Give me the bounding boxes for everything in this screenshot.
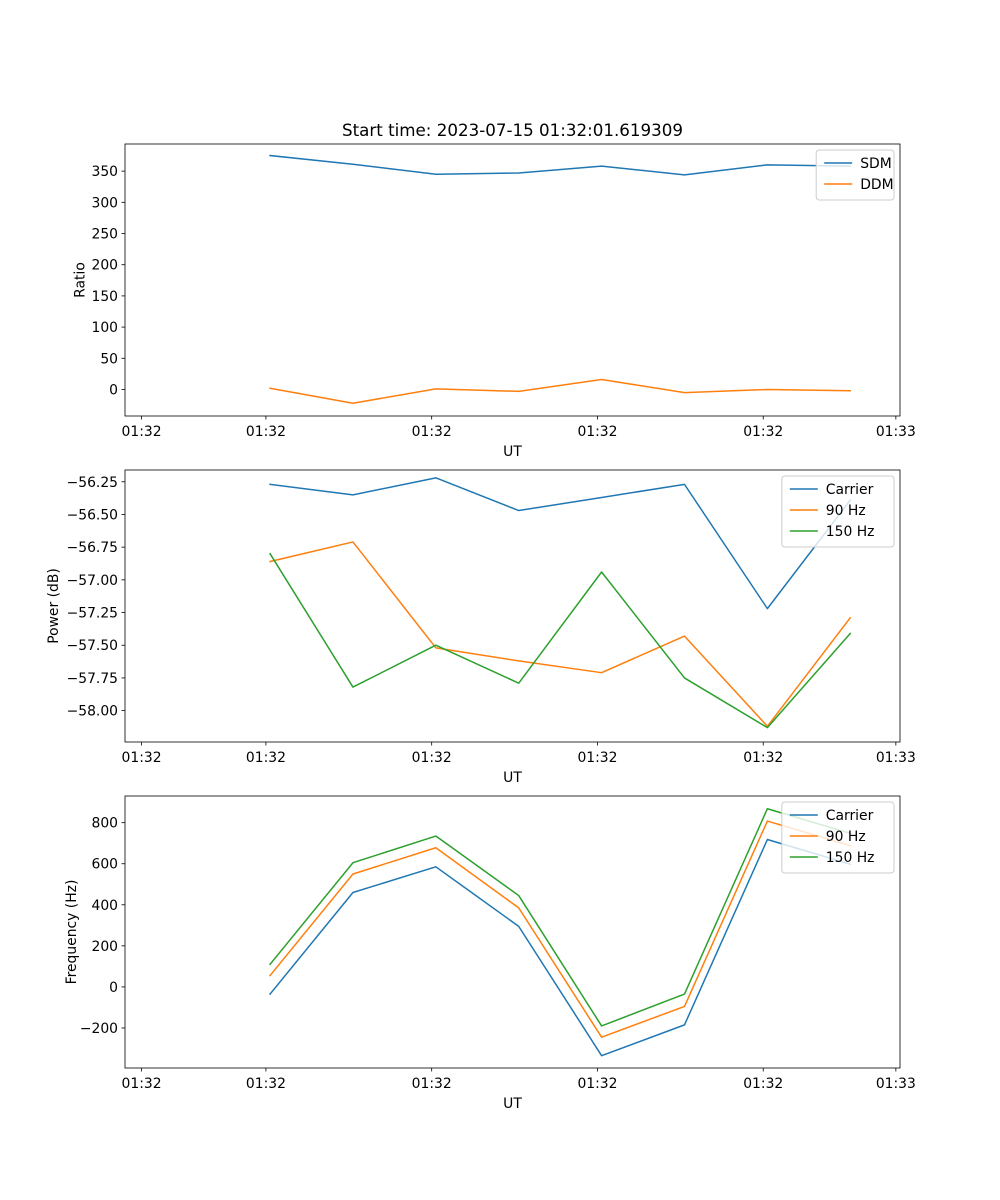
frequency-xtick-label: 01:32 — [122, 1076, 162, 1092]
ratio-xtick-label: 01:32 — [246, 424, 286, 440]
power-xtick-label: 01:33 — [876, 750, 916, 766]
frequency-legend: Carrier 90 Hz 150 Hz — [781, 801, 895, 874]
frequency-ytick-label: 0 — [109, 980, 118, 996]
power-axes-frame — [124, 469, 901, 743]
frequency-series-90-hz-line — [268, 820, 852, 1038]
power-series-90-hz-line — [269, 541, 852, 728]
ratio-legend-label-sdm: SDM — [860, 156, 892, 172]
frequency-xtick-label: 01:32 — [743, 1076, 783, 1092]
power-ytick-label: −57.50 — [67, 638, 118, 654]
power-ytick-label: −56.50 — [67, 507, 118, 523]
frequency-xtick-label: 01:32 — [412, 1076, 452, 1092]
frequency-series-carrier-line — [268, 838, 852, 1057]
ratio-xaxis-label: UT — [503, 444, 522, 460]
power-series-carrier-line — [269, 477, 852, 610]
figure-title: Start time: 2023-07-15 01:32:01.619309 — [342, 120, 683, 140]
power-xtick-label: 01:32 — [246, 750, 286, 766]
power-ytick-label: −57.25 — [67, 606, 118, 622]
ratio-panel: 0 50 100 150 200 250 300 350 01:32 01:32 01:32 01:3… — [73, 143, 916, 460]
power-xtick-label: 01:32 — [743, 750, 783, 766]
ratio-ytick-label: 0 — [109, 382, 118, 398]
frequency-xaxis-label: UT — [503, 1096, 522, 1112]
power-legend-label-150-hz: 150 Hz — [826, 524, 875, 540]
power-xtick-label: 01:32 — [412, 750, 452, 766]
frequency-legend-label-carrier: Carrier — [826, 808, 874, 824]
ratio-ytick-label: 150 — [91, 289, 118, 305]
frequency-ytick-label: 200 — [91, 939, 118, 955]
ratio-ytick-label: 250 — [91, 227, 118, 243]
ratio-axes-frame — [124, 143, 901, 417]
ratio-xtick-label: 01:32 — [577, 424, 617, 440]
power-ytick-label: −57.00 — [67, 573, 118, 589]
frequency-xtick-label: 01:33 — [876, 1076, 916, 1092]
ratio-xtick-label: 01:32 — [412, 424, 452, 440]
frequency-series-150-hz-line — [268, 807, 852, 1027]
frequency-legend-label-90-hz: 90 Hz — [826, 829, 866, 845]
ratio-series-sdm-line — [269, 154, 852, 176]
frequency-yaxis-label: Frequency (Hz) — [64, 880, 80, 985]
ratio-xtick-label: 01:32 — [743, 424, 783, 440]
ratio-ytick-label: 50 — [100, 351, 118, 367]
power-legend-label-90-hz: 90 Hz — [826, 503, 866, 519]
frequency-ytick-label: 600 — [91, 857, 118, 873]
power-legend: Carrier 90 Hz 150 Hz — [781, 475, 895, 548]
frequency-ytick-label: 800 — [91, 816, 118, 832]
power-xtick-label: 01:32 — [577, 750, 617, 766]
power-xaxis-label: UT — [503, 770, 522, 786]
power-ytick-label: −56.25 — [67, 475, 118, 491]
frequency-legend-box — [781, 801, 895, 874]
power-legend-box — [781, 475, 895, 548]
power-series-150-hz-line — [269, 552, 852, 729]
frequency-legend-label-150-hz: 150 Hz — [826, 850, 875, 866]
ratio-ytick-label: 100 — [91, 320, 118, 336]
frequency-ytick-label: −200 — [80, 1021, 118, 1037]
power-panel: −58.00 −57.75 −57.50 −57.25 −57.00 −56.75 −56.… — [46, 469, 916, 786]
power-ytick-label: −57.75 — [67, 671, 118, 687]
ratio-ytick-label: 300 — [91, 195, 118, 211]
power-xtick-label: 01:32 — [122, 750, 162, 766]
frequency-xtick-label: 01:32 — [577, 1076, 617, 1092]
ratio-yaxis-label: Ratio — [73, 262, 89, 298]
ratio-xtick-label: 01:32 — [122, 424, 162, 440]
frequency-axes-frame — [124, 795, 901, 1069]
ratio-ytick-label: 200 — [91, 258, 118, 274]
ratio-legend: SDM DDM — [815, 149, 895, 201]
ratio-xtick-label: 01:33 — [876, 424, 916, 440]
ratio-ytick-label: 350 — [91, 164, 118, 180]
power-legend-label-carrier: Carrier — [826, 482, 874, 498]
ratio-series-ddm-line — [269, 378, 852, 404]
frequency-xtick-label: 01:32 — [246, 1076, 286, 1092]
frequency-ytick-label: 400 — [91, 898, 118, 914]
ratio-legend-label-ddm: DDM — [860, 177, 893, 193]
power-ytick-label: −56.75 — [67, 540, 118, 556]
frequency-panel: −200 0 200 400 600 800 01:32 01:32 01:32 01:32 01:… — [64, 795, 916, 1112]
power-ytick-label: −58.00 — [67, 704, 118, 720]
power-yaxis-label: Power (dB) — [46, 568, 62, 644]
